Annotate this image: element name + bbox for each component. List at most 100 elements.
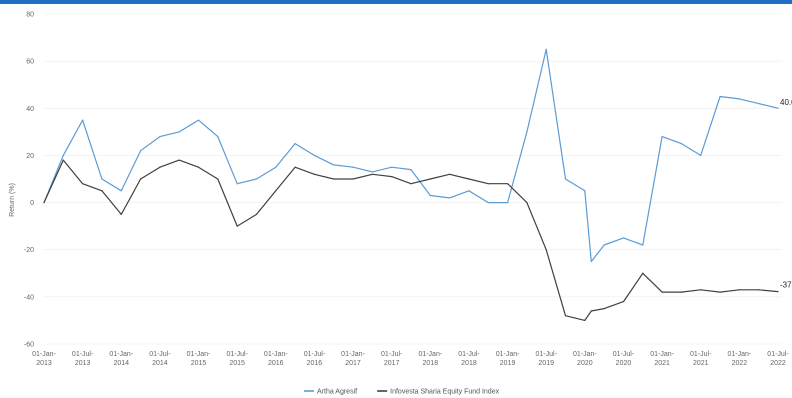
x-tick-label: 01-Jan-2021 [650, 351, 674, 367]
series-1-point [391, 166, 393, 168]
series-2-point [506, 183, 509, 185]
x-tick-label: 01-Jan-2014 [109, 351, 133, 367]
series-2-point [622, 300, 625, 303]
x-tick-label: 01-Jul-2013 [72, 351, 94, 367]
series-2-point [526, 201, 528, 204]
x-tick-label: 01-Jan-2013 [32, 351, 56, 367]
series-1-point [178, 131, 180, 133]
series-1-point [777, 107, 779, 109]
x-tick-label: 01-Jan-2022 [728, 351, 752, 367]
x-tick-label: 01-Jul-2019 [536, 351, 558, 367]
series-2-point [487, 183, 489, 185]
series-1-point [622, 237, 625, 239]
series-1-point [294, 143, 296, 145]
series-1-point [584, 190, 586, 192]
y-tick-label: -60 [24, 342, 34, 349]
y-tick-label: -20 [24, 247, 34, 254]
legend-item[interactable]: Artha Agresif [304, 389, 357, 396]
series-2-point [449, 173, 451, 175]
series-1-point [700, 154, 702, 157]
series-2-point [197, 166, 200, 168]
series-2-point [719, 291, 721, 293]
x-tick-label: 01-Jul-2022 [767, 351, 789, 367]
series-2-point [62, 159, 64, 161]
y-axis: 80 60 40 20 0 -20 -40 -60 [24, 12, 34, 349]
series-line-1 [43, 48, 779, 263]
end-value-label: 40.04 [780, 98, 792, 107]
y-tick-label: 0 [30, 200, 34, 207]
x-tick-label: 01-Jul-2015 [226, 351, 248, 367]
series-2-point [584, 319, 586, 322]
series-2-point [700, 289, 702, 291]
legend-label: Infovesta Sharia Equity Fund Index [390, 389, 499, 396]
series-2-point [255, 213, 258, 215]
series-1-point [139, 150, 142, 152]
series-1-point [590, 260, 592, 263]
series-1-point [159, 135, 161, 138]
series-2-point [391, 176, 393, 178]
series-2-point [429, 178, 431, 180]
series-2-point [642, 272, 644, 274]
series-2-point [738, 289, 740, 291]
series-1-point [758, 102, 760, 105]
series-1-point [275, 166, 277, 168]
series-1-point [120, 190, 122, 192]
series-1-point [603, 244, 605, 246]
end-value-label: -37.76 [780, 281, 792, 290]
series-2-point [294, 166, 296, 168]
series-2-point [777, 290, 779, 293]
series-1-point [371, 171, 373, 173]
series-1-point [526, 131, 528, 133]
series-2-point [603, 308, 605, 310]
series-1-point [410, 168, 412, 171]
series-2-point [275, 190, 277, 192]
series-line-2 [43, 159, 779, 321]
legend-item[interactable]: Infovesta Sharia Equity Fund Index [377, 389, 500, 396]
x-tick-label: 01-Jul-2018 [458, 351, 480, 367]
series-1-point [352, 166, 354, 168]
series-1-point [661, 135, 663, 138]
series-2-point [120, 213, 122, 215]
series-1-point [719, 95, 721, 98]
series-2-point [410, 183, 412, 185]
x-tick-label: 01-Jan-2016 [264, 351, 288, 367]
x-tick-label: 01-Jul-2016 [304, 351, 326, 367]
series-2-point [352, 178, 354, 180]
series-1-point [642, 244, 644, 246]
series-2-point [82, 183, 84, 185]
series-1-point [545, 48, 547, 50]
series-1-point [449, 197, 451, 199]
series-2-point [333, 178, 335, 180]
series-2-point [758, 289, 760, 291]
series-2-point [661, 291, 663, 293]
series-2-point [590, 310, 592, 312]
x-tick-label: 01-Jan-2017 [341, 351, 365, 367]
y-axis-label: Return (%) [9, 183, 16, 217]
series-2-point [371, 173, 373, 175]
series-2-point [236, 225, 238, 227]
series-2-point [139, 178, 142, 180]
x-tick-label: 01-Jul-2020 [613, 351, 635, 367]
x-axis: 01-Jan-2013 01-Jul-2013 01-Jan-2014 01-Jul-… [32, 351, 789, 367]
series-2-point [313, 173, 316, 175]
series-1-point [680, 143, 683, 145]
series-1-point [197, 119, 200, 121]
grid-lines [44, 13, 782, 345]
series-1-point [217, 135, 219, 138]
series-2-point [178, 159, 180, 161]
y-tick-label: -40 [24, 294, 34, 301]
end-labels: 40.04 -37.76 [780, 98, 792, 289]
legend[interactable]: Artha Agresif Infovesta Sharia Equity Fun… [304, 389, 500, 396]
top-accent-bar [0, 0, 792, 4]
series-2-point [680, 291, 683, 293]
series-1-point [487, 201, 489, 204]
series-1-point [255, 178, 258, 180]
x-tick-label: 01-Jul-2014 [149, 351, 171, 367]
y-tick-label: 60 [26, 59, 34, 66]
series-1-point [333, 164, 335, 166]
series-1-point [82, 119, 84, 121]
series-1-point [564, 178, 567, 180]
series-2-point [545, 249, 547, 251]
x-tick-label: 01-Jan-2020 [573, 351, 597, 367]
